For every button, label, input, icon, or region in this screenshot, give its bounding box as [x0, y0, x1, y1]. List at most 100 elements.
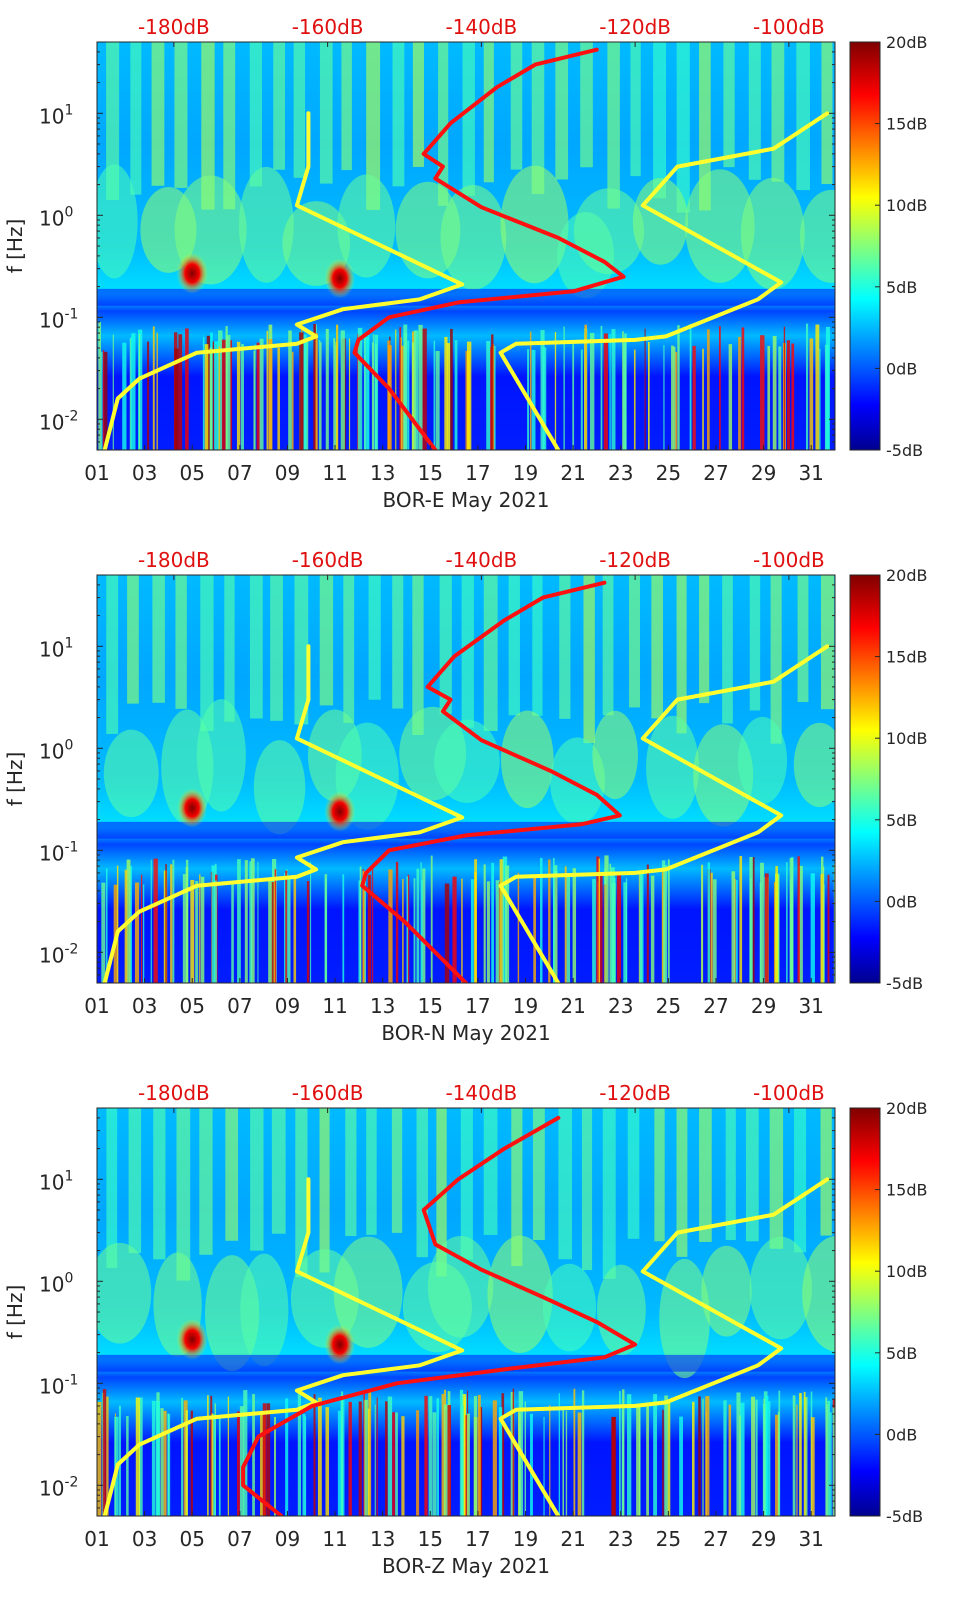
lowfreq-streak — [218, 330, 223, 450]
x-tick-label: 21 — [560, 1527, 585, 1551]
daily-band — [249, 42, 262, 187]
lowfreq-streak — [253, 350, 256, 450]
lowfreq-streak — [572, 344, 575, 450]
lowfreq-streak — [185, 328, 189, 450]
x-tick-label: 25 — [656, 1527, 681, 1551]
daily-band — [249, 575, 263, 719]
lowfreq-streak — [548, 859, 551, 983]
x-tick-label: 21 — [560, 994, 585, 1018]
lowfreq-streak — [399, 327, 402, 450]
lowfreq-streak — [762, 1403, 766, 1516]
lowfreq-streak — [367, 874, 372, 983]
x-tick-label: 23 — [608, 994, 633, 1018]
lowfreq-streak — [498, 1407, 503, 1516]
lowfreq-streak — [663, 865, 668, 983]
lowfreq-streak — [237, 859, 241, 983]
y-tick-label: 100 — [39, 737, 73, 763]
hotspot — [324, 258, 356, 299]
lowfreq-streak — [387, 1396, 393, 1516]
lowfreq-streak — [592, 879, 596, 983]
noise-level-curve — [241, 1115, 638, 1516]
x-tick-label: 13 — [370, 1527, 395, 1551]
daily-band — [366, 42, 381, 210]
daily-band — [412, 575, 424, 735]
lowfreq-streak — [609, 334, 611, 450]
y-tick-label: 101 — [39, 635, 73, 661]
microseism-patch — [737, 716, 788, 805]
lowfreq-streak — [483, 864, 486, 983]
lowfreq-streak — [809, 338, 814, 450]
lowfreq-streak — [616, 872, 622, 983]
lowfreq-streak — [611, 1417, 615, 1516]
lowfreq-streak — [792, 1395, 796, 1516]
x-axis-label: BOR-Z May 2021 — [382, 1554, 550, 1578]
lowfreq-streak — [491, 862, 495, 983]
lowfreq-streak — [249, 861, 253, 983]
daily-band — [558, 1108, 573, 1260]
colorbar-tick-label: 15dB — [886, 115, 928, 134]
lowfreq-streak — [677, 325, 680, 450]
lowfreq-streak — [825, 326, 830, 450]
daily-band — [175, 575, 187, 709]
lowfreq-streak — [662, 1409, 664, 1516]
lowfreq-streak — [376, 1397, 378, 1516]
lowfreq-streak — [211, 865, 216, 983]
lowfreq-streak — [213, 1414, 216, 1516]
lowfreq-streak — [435, 350, 440, 450]
x-tick-label: 19 — [513, 461, 538, 485]
lowfreq-streak — [444, 883, 450, 983]
colorbar-tick-label: 0dB — [886, 359, 917, 378]
lowfreq-streak — [271, 881, 274, 983]
lowfreq-streak — [736, 1392, 741, 1516]
microseism-patch — [427, 1235, 494, 1338]
lowfreq-streak — [751, 1396, 756, 1516]
lowfreq-streak — [139, 1397, 143, 1516]
lowfreq-streak — [424, 1395, 428, 1516]
daily-band — [341, 42, 352, 171]
lowfreq-streak — [778, 1390, 781, 1516]
daily-band — [130, 42, 142, 195]
lowfreq-streak — [310, 862, 312, 983]
lowfreq-streak — [156, 332, 158, 450]
daily-band — [392, 42, 405, 187]
daily-band — [699, 575, 710, 704]
lowfreq-streak — [728, 1404, 732, 1516]
lowfreq-streak — [723, 1400, 727, 1516]
lowfreq-streak — [101, 882, 106, 983]
lowfreq-streak — [598, 858, 601, 983]
lowfreq-streak — [348, 1401, 352, 1516]
lowfreq-streak — [786, 340, 790, 450]
lowfreq-streak — [210, 1395, 213, 1516]
lowfreq-streak — [217, 346, 221, 450]
lowfreq-streak — [416, 1410, 420, 1516]
lowfreq-streak — [274, 869, 277, 983]
x-tick-label: 29 — [751, 1527, 776, 1551]
top-axis-label: -120dB — [599, 1081, 671, 1105]
daily-band — [602, 1108, 616, 1279]
daily-band — [559, 575, 571, 719]
daily-band — [106, 575, 119, 734]
lowfreq-streak — [461, 878, 463, 983]
lowfreq-streak — [698, 1396, 701, 1516]
lowfreq-streak — [357, 327, 363, 450]
lowfreq-streak — [823, 866, 825, 983]
lowfreq-streak — [815, 324, 820, 450]
lowfreq-streak — [358, 1401, 362, 1516]
lowfreq-streak — [441, 1393, 444, 1516]
lowfreq-streak — [340, 330, 345, 450]
daily-band — [127, 575, 139, 704]
lowfreq-streak — [739, 855, 743, 983]
colorbar — [849, 1107, 881, 1517]
lowfreq-streak — [150, 859, 152, 983]
daily-band — [748, 42, 761, 180]
daily-band — [627, 1108, 640, 1239]
lowfreq-streak — [395, 329, 397, 450]
colorbar-tick-label: 15dB — [886, 1181, 928, 1200]
lowfreq-streak — [454, 340, 458, 450]
daily-band — [797, 575, 809, 702]
daily-band — [508, 575, 520, 716]
lowfreq-streak — [501, 1393, 505, 1516]
lowfreq-streak — [138, 329, 143, 450]
lowfreq-streak — [207, 1395, 209, 1516]
